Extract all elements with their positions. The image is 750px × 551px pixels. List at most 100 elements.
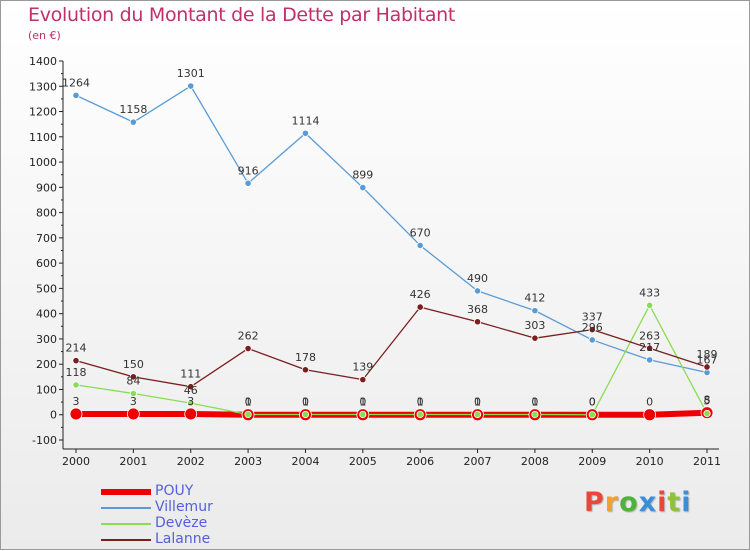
data-label-villemur: 670 xyxy=(410,226,431,239)
y-tick-label: 1200 xyxy=(29,106,57,119)
data-label-lalanne: 368 xyxy=(467,303,488,316)
data-label-devèze: 0 xyxy=(589,396,596,409)
data-label-devèze: 46 xyxy=(184,384,198,397)
y-tick-label: 600 xyxy=(36,257,57,270)
data-label-lalanne: 189 xyxy=(697,348,718,361)
data-point-lalanne xyxy=(646,344,654,352)
legend-swatch xyxy=(101,539,151,541)
data-label-devèze: 1 xyxy=(359,395,366,408)
data-label-villemur: 296 xyxy=(582,321,603,334)
y-tick-label: 500 xyxy=(36,282,57,295)
data-label-lalanne: 303 xyxy=(524,319,545,332)
data-point-lalanne xyxy=(72,357,80,365)
series-line-lalanne xyxy=(75,306,708,388)
data-point-villemur xyxy=(588,336,596,344)
x-tick-label: 2000 xyxy=(62,455,90,468)
data-label-villemur: 1114 xyxy=(291,114,319,127)
data-label-villemur: 1264 xyxy=(62,76,90,89)
data-point-devèze xyxy=(301,410,310,419)
y-tick-label: 0 xyxy=(50,409,57,422)
data-point-devèze xyxy=(187,399,195,407)
data-label-lalanne: 337 xyxy=(582,311,603,324)
data-label-lalanne: 262 xyxy=(238,330,259,343)
data-label-devèze: 1 xyxy=(531,395,538,408)
data-label-devèze: 1 xyxy=(417,395,424,408)
data-point-pouy xyxy=(643,408,657,422)
data-point-villemur xyxy=(416,241,424,250)
data-point-villemur xyxy=(301,129,310,137)
legend-swatch xyxy=(101,507,151,509)
x-tick-label: 2009 xyxy=(578,455,606,468)
data-label-pouy: 0 xyxy=(531,396,538,409)
x-tick-label: 2001 xyxy=(119,455,147,468)
data-label-pouy: 0 xyxy=(359,396,366,409)
data-label-devèze: 84 xyxy=(126,375,140,388)
data-label-pouy: 0 xyxy=(417,396,424,409)
data-point-devèze xyxy=(244,410,252,419)
y-tick-label: 800 xyxy=(36,207,57,220)
data-label-pouy: 3 xyxy=(73,395,80,408)
data-label-villemur: 1301 xyxy=(177,67,205,80)
data-point-devèze xyxy=(703,409,711,418)
data-label-pouy: 3 xyxy=(130,395,137,408)
y-tick-label: 900 xyxy=(36,181,57,194)
y-tick-label: 100 xyxy=(36,383,57,396)
series-line-villemur xyxy=(75,85,708,374)
series-line-devèze xyxy=(75,304,708,416)
data-label-pouy: 0 xyxy=(474,396,481,409)
x-tick-label: 2005 xyxy=(349,455,377,468)
data-label-villemur: 412 xyxy=(524,292,545,305)
data-label-lalanne: 178 xyxy=(295,351,316,364)
data-label-lalanne: 263 xyxy=(639,329,660,342)
chart-unit: (en €) xyxy=(28,29,61,42)
y-tick-label: 1400 xyxy=(29,55,57,68)
data-point-lalanne xyxy=(187,383,195,391)
data-label-villemur: 217 xyxy=(639,341,660,354)
data-label-devèze: 1 xyxy=(302,395,309,408)
data-point-villemur xyxy=(72,91,80,99)
x-tick-label: 2007 xyxy=(464,455,492,468)
data-label-devèze: 5 xyxy=(704,394,711,407)
legend-label: Lalanne xyxy=(155,531,211,547)
x-tick-label: 2008 xyxy=(521,455,549,468)
x-tick-label: 2006 xyxy=(406,455,434,468)
data-point-lalanne xyxy=(129,373,137,381)
data-point-villemur xyxy=(531,307,539,315)
legend-swatch xyxy=(101,489,151,495)
data-label-villemur: 167 xyxy=(697,354,718,367)
logo-letter: t xyxy=(667,487,682,518)
y-tick-label: 1100 xyxy=(29,131,57,144)
data-label-pouy: 8 xyxy=(704,394,711,407)
data-label-devèze: 433 xyxy=(639,286,660,299)
data-label-devèze: 118 xyxy=(66,366,87,379)
logo-letter: i xyxy=(657,487,668,518)
data-point-lalanne xyxy=(301,366,310,374)
data-point-villemur xyxy=(129,118,137,126)
y-tick-label: 700 xyxy=(36,232,57,245)
data-label-villemur: 490 xyxy=(467,272,488,285)
data-point-lalanne xyxy=(473,318,482,326)
data-point-pouy xyxy=(184,407,198,421)
data-label-devèze: 1 xyxy=(474,395,481,408)
y-tick-label: -100 xyxy=(32,434,57,447)
data-label-lalanne: 111 xyxy=(180,368,201,381)
legend-label: POUY xyxy=(155,483,194,499)
data-label-lalanne: 139 xyxy=(352,361,373,374)
data-point-lalanne xyxy=(588,325,596,334)
data-point-devèze xyxy=(531,410,539,419)
logo-letter: i xyxy=(681,487,692,518)
data-point-devèze xyxy=(588,411,596,419)
data-label-pouy: 0 xyxy=(245,396,252,409)
data-label-pouy: 3 xyxy=(187,395,194,408)
logo-letter: P xyxy=(584,487,605,518)
data-point-lalanne xyxy=(531,334,539,342)
data-label-villemur: 899 xyxy=(352,169,373,182)
y-tick-label: 400 xyxy=(36,308,57,321)
x-tick-label: 2010 xyxy=(636,455,664,468)
data-point-lalanne xyxy=(244,344,252,353)
data-label-pouy: 0 xyxy=(589,396,596,409)
x-tick-label: 2011 xyxy=(693,455,721,468)
logo-letter: r xyxy=(604,487,620,518)
